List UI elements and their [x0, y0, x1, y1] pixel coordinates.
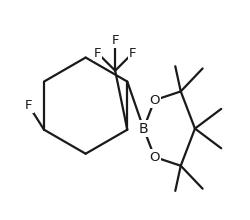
Text: O: O [149, 94, 160, 107]
Text: O: O [149, 150, 160, 163]
Text: F: F [25, 99, 32, 112]
Text: F: F [112, 33, 119, 47]
Text: F: F [94, 47, 102, 60]
Text: F: F [129, 47, 136, 60]
Text: B: B [139, 122, 148, 136]
